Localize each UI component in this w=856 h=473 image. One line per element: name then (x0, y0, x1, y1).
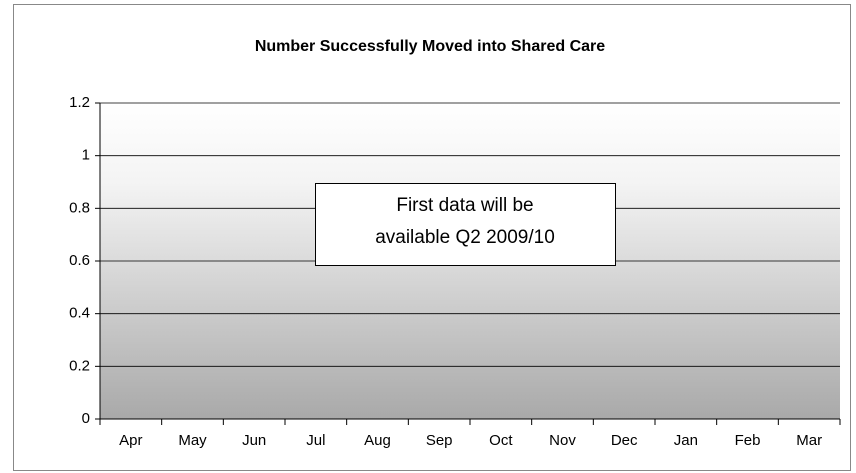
x-tick-label: May (178, 432, 207, 449)
annotation-box (315, 183, 616, 266)
y-tick-label: 0.4 (69, 305, 90, 322)
x-tick-label: Jul (306, 432, 325, 449)
x-tick-label: Apr (119, 432, 142, 449)
x-tick-label: Nov (549, 432, 576, 449)
x-tick-label: Jan (674, 432, 698, 449)
y-tick-label: 0.8 (69, 199, 90, 216)
annotation-text: First data will be (396, 195, 533, 216)
chart-title: Number Successfully Moved into Shared Ca… (255, 38, 605, 55)
y-tick-label: 1 (82, 147, 90, 164)
x-tick-label: Sep (426, 432, 453, 449)
x-tick-label: Feb (735, 432, 761, 449)
x-tick-label: Aug (364, 432, 391, 449)
x-tick-label: Mar (796, 432, 822, 449)
x-tick-label: Dec (611, 432, 638, 449)
y-tick-label: 0.2 (69, 357, 90, 374)
annotation-text: available Q2 2009/10 (375, 227, 555, 248)
y-tick-label: 0 (82, 410, 90, 427)
y-tick-label: 1.2 (69, 94, 90, 111)
x-tick-label: Oct (489, 432, 513, 449)
x-tick-label: Jun (242, 432, 266, 449)
y-tick-label: 0.6 (69, 252, 90, 269)
